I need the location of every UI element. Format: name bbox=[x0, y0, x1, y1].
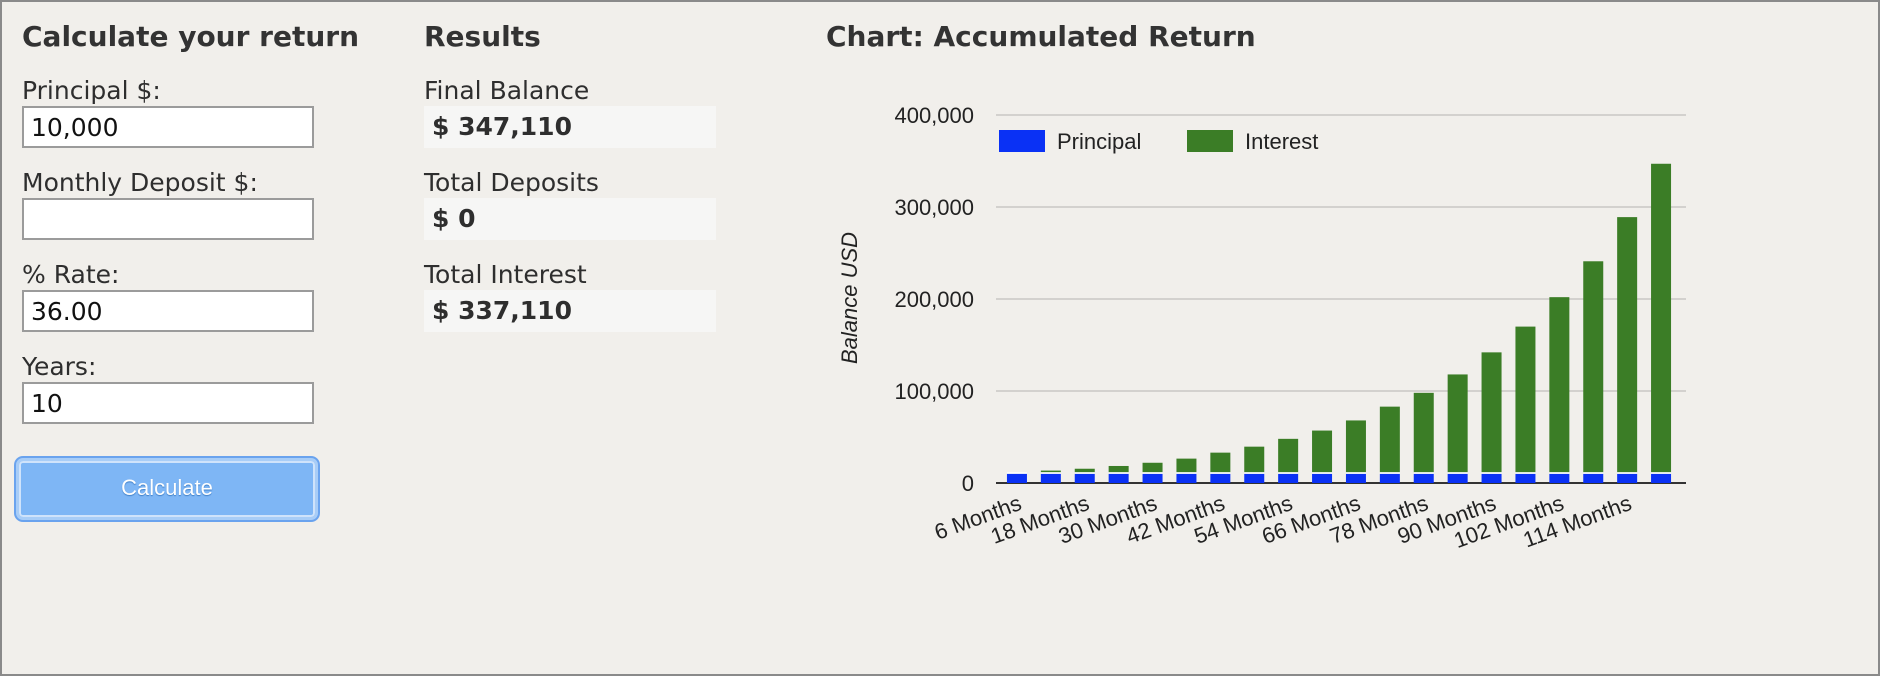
total-deposits-value: $ 0 bbox=[424, 198, 716, 240]
y-tick-label: 200,000 bbox=[894, 287, 974, 312]
interest-bar bbox=[1040, 470, 1061, 473]
monthly-deposit-label: Monthly Deposit $: bbox=[22, 168, 258, 197]
accumulated-return-chart: 0 100,000 200,000 300,000 400,000 Balance USD… bbox=[837, 103, 1686, 553]
principal-bar bbox=[1074, 473, 1095, 483]
principal-bar bbox=[1006, 473, 1027, 483]
interest-bar bbox=[1549, 297, 1570, 473]
principal-bar bbox=[1413, 473, 1434, 483]
interest-bar bbox=[1651, 163, 1672, 473]
principal-label: Principal $: bbox=[22, 76, 161, 105]
principal-bar bbox=[1379, 473, 1400, 483]
principal-bar bbox=[1549, 473, 1570, 483]
interest-bar bbox=[1481, 352, 1502, 473]
interest-bar bbox=[1379, 406, 1400, 473]
interest-bar bbox=[1176, 458, 1197, 473]
interest-bar bbox=[1278, 438, 1299, 473]
years-input[interactable] bbox=[22, 382, 314, 424]
rate-label: % Rate: bbox=[22, 260, 120, 289]
interest-bar bbox=[1413, 392, 1434, 473]
results-heading: Results bbox=[424, 20, 541, 53]
total-interest-label: Total Interest bbox=[424, 260, 587, 289]
final-balance-label: Final Balance bbox=[424, 76, 590, 105]
principal-bar bbox=[1345, 473, 1366, 483]
principal-bar bbox=[1651, 473, 1672, 483]
interest-bar bbox=[1617, 217, 1638, 473]
interest-bar bbox=[1583, 261, 1604, 473]
principal-bar bbox=[1244, 473, 1265, 483]
principal-bar bbox=[1312, 473, 1333, 483]
y-tick-label: 300,000 bbox=[894, 195, 974, 220]
calculator-heading: Calculate your return bbox=[22, 20, 360, 53]
principal-legend-swatch bbox=[999, 130, 1045, 152]
principal-bar bbox=[1210, 473, 1231, 483]
interest-bar bbox=[1447, 374, 1468, 473]
interest-bar bbox=[1108, 465, 1129, 473]
principal-input[interactable] bbox=[22, 106, 314, 148]
interest-bar bbox=[1210, 452, 1231, 473]
principal-bar bbox=[1583, 473, 1604, 483]
principal-bar bbox=[1515, 473, 1536, 483]
principal-bar bbox=[1176, 473, 1197, 483]
final-balance-value: $ 347,110 bbox=[424, 106, 716, 148]
total-deposits-label: Total Deposits bbox=[424, 168, 599, 197]
chart-heading: Chart: Accumulated Return bbox=[826, 20, 1256, 53]
interest-bar bbox=[1244, 446, 1265, 473]
principal-bar bbox=[1108, 473, 1129, 483]
y-tick-label: 100,000 bbox=[894, 379, 974, 404]
interest-bar bbox=[1345, 420, 1366, 473]
rate-input[interactable] bbox=[22, 290, 314, 332]
y-tick-label: 0 bbox=[962, 471, 974, 496]
y-tick-label: 400,000 bbox=[894, 103, 974, 128]
principal-legend-label: Principal bbox=[1057, 129, 1141, 154]
principal-bar bbox=[1447, 473, 1468, 483]
monthly-deposit-input[interactable] bbox=[22, 198, 314, 240]
interest-bar bbox=[1074, 468, 1095, 473]
principal-bar bbox=[1278, 473, 1299, 483]
interest-legend-swatch bbox=[1187, 130, 1233, 152]
y-axis-label: Balance USD bbox=[837, 232, 862, 364]
principal-bar bbox=[1142, 473, 1163, 483]
principal-bar bbox=[1481, 473, 1502, 483]
total-interest-value: $ 337,110 bbox=[424, 290, 716, 332]
interest-bar bbox=[1312, 430, 1333, 473]
interest-bar bbox=[1142, 462, 1163, 473]
principal-bar bbox=[1617, 473, 1638, 483]
principal-bar bbox=[1040, 473, 1061, 483]
years-label: Years: bbox=[22, 352, 97, 381]
interest-bar bbox=[1515, 326, 1536, 473]
calculate-button[interactable]: Calculate bbox=[16, 458, 318, 520]
interest-legend-label: Interest bbox=[1245, 129, 1318, 154]
